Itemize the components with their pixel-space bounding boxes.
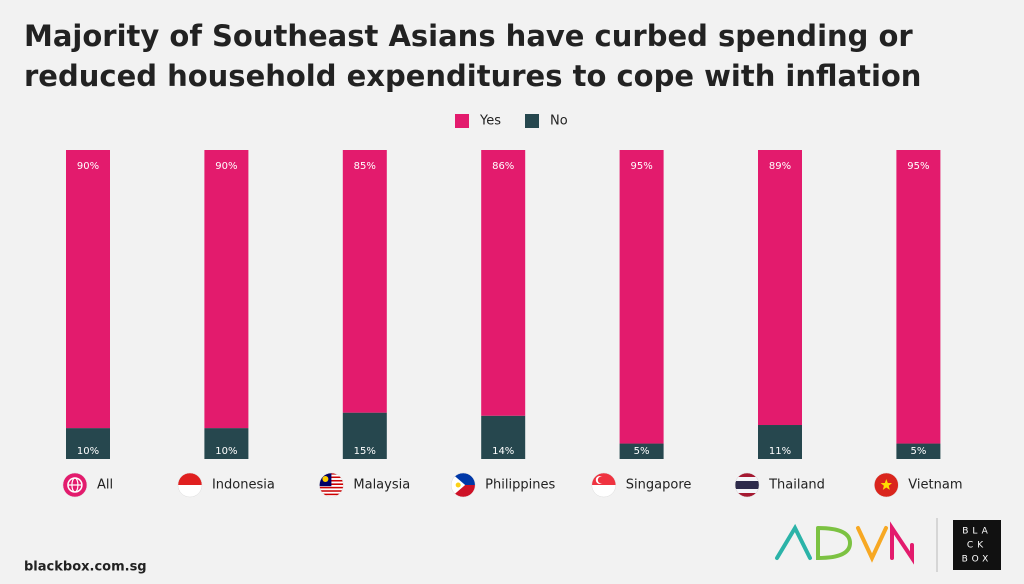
- flag-part: [319, 488, 344, 491]
- flag-border: [62, 472, 88, 498]
- x-tick-label: Philippines: [485, 478, 555, 493]
- value-label: 95%: [907, 161, 929, 172]
- flag-icon: [734, 472, 760, 498]
- chart-title: Majority of Southeast Asians have curbed…: [24, 19, 913, 53]
- flag-icon: [319, 472, 344, 498]
- legend-label: No: [550, 114, 568, 129]
- footer-url: blackbox.com.sg: [24, 560, 147, 575]
- flag-part: [591, 485, 616, 497]
- flag-border: [319, 472, 344, 498]
- value-label: 15%: [354, 446, 376, 457]
- flag-icon: [62, 472, 88, 498]
- flag-icon: [874, 472, 899, 498]
- x-tick-label: Singapore: [626, 478, 692, 493]
- value-label: 95%: [630, 161, 652, 172]
- value-label: 86%: [492, 161, 514, 172]
- flag-body: [451, 473, 476, 497]
- chart-title: reduced household expenditures to cope w…: [24, 59, 921, 93]
- value-label: 85%: [354, 161, 376, 172]
- value-label: 5%: [910, 446, 926, 457]
- bar-segment: [896, 443, 941, 459]
- flag-part: [177, 485, 202, 497]
- flag-part: [177, 473, 202, 485]
- bar-segment: [481, 415, 526, 459]
- flag-part: [319, 490, 344, 492]
- flag-body: [62, 473, 87, 497]
- x-tick-label: All: [97, 478, 113, 493]
- blackbox-logo: [953, 520, 1001, 570]
- flag-border: [874, 472, 899, 498]
- bar-segment: [342, 412, 387, 459]
- x-tick-label: Malaysia: [353, 478, 410, 493]
- adva-logo: [775, 521, 914, 565]
- flag-part: [319, 495, 344, 497]
- flag-border: [450, 472, 476, 498]
- logo-text: BLA: [962, 527, 992, 537]
- value-label: 14%: [492, 446, 514, 457]
- flag-part: [319, 486, 344, 489]
- bar-segment: [758, 425, 802, 459]
- value-label: 10%: [215, 446, 237, 457]
- flag-part: [597, 476, 605, 484]
- flag-icon: [177, 472, 203, 498]
- flag-part: [735, 481, 760, 489]
- bar-segment: [204, 150, 249, 429]
- flag-part: [319, 493, 344, 496]
- flag-body: [735, 473, 760, 497]
- flag-icon: [591, 472, 617, 498]
- bar-segment: [66, 150, 110, 429]
- bar-segment: [619, 150, 664, 444]
- bar-segment: [342, 150, 387, 413]
- value-label: 89%: [769, 161, 791, 172]
- legend-label: Yes: [479, 114, 501, 129]
- flag-border: [734, 472, 760, 498]
- bar-segment: [619, 443, 664, 459]
- logo-text: BOX: [962, 555, 993, 565]
- logo-text: CK: [967, 541, 987, 551]
- flag-part: [880, 479, 892, 490]
- flag-body: [177, 473, 202, 497]
- legend-swatch: [455, 114, 469, 128]
- flag-part: [322, 476, 329, 482]
- x-tick-label: Vietnam: [908, 478, 962, 493]
- bar-segment: [758, 150, 802, 426]
- legend-swatch: [525, 114, 539, 128]
- flag-border: [177, 472, 203, 498]
- flag-border: [591, 472, 617, 498]
- x-tick-label: Thailand: [768, 478, 825, 493]
- value-label: 10%: [77, 446, 99, 457]
- bar-segment: [481, 150, 526, 416]
- bar-segment: [204, 428, 249, 459]
- value-label: 90%: [77, 161, 99, 172]
- flag-body: [591, 473, 616, 497]
- value-label: 5%: [634, 446, 650, 457]
- flag-part: [455, 482, 461, 488]
- bar-segment: [896, 150, 941, 444]
- flag-body: [874, 473, 899, 497]
- value-label: 11%: [769, 446, 791, 457]
- x-tick-label: Indonesia: [212, 478, 275, 493]
- bar-segment: [66, 428, 110, 459]
- flag-icon: [450, 472, 476, 498]
- value-label: 90%: [215, 161, 237, 172]
- flag-part: [319, 491, 344, 494]
